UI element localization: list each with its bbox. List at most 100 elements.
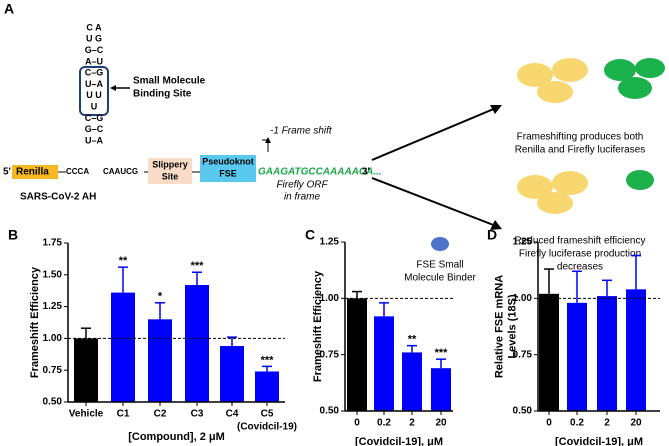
- arrowhead: [490, 220, 502, 230]
- hairpin-row: G–C: [85, 124, 104, 134]
- slippery: Slippery: [152, 159, 188, 169]
- hairpin-row: G–C: [85, 45, 104, 55]
- x-tick-label: C1: [117, 409, 130, 420]
- x-tick-label: 2: [604, 418, 610, 429]
- y-tick-label: 1.00: [43, 333, 63, 344]
- bar: [347, 298, 367, 411]
- y-tick-label: 1.00: [513, 293, 533, 304]
- outcome: Renilla and Firefly luciferases: [515, 145, 646, 156]
- panel-label: B: [8, 227, 18, 243]
- hairpin-row: U: [91, 101, 98, 111]
- x-tick-label: 2: [409, 418, 415, 429]
- hairpin-row: C A: [86, 22, 102, 32]
- significance: *: [158, 291, 163, 303]
- x-tick-label: C3: [191, 409, 204, 420]
- significance: **: [119, 255, 128, 267]
- binder: Molecule Binder: [404, 273, 476, 284]
- pseudoknot: FSE: [219, 168, 237, 178]
- arrow: [371, 177, 497, 227]
- outcome: Firefly luciferase production: [519, 249, 641, 260]
- renilla: Renilla: [16, 167, 49, 178]
- x-axis-label: [Covidcil-19], μM: [355, 436, 443, 446]
- sequence: GAAGATGCCAAAAACA...: [258, 167, 382, 178]
- y-axis-label: Frameshift Efficiency: [312, 270, 324, 382]
- hairpin-row: A–U: [85, 56, 103, 66]
- panel-a: A Small Molecule Binding Site 5' Renilla…: [3, 1, 665, 284]
- hairpin-row: U–A: [85, 79, 104, 89]
- bar: [74, 338, 98, 402]
- bar: [402, 352, 422, 411]
- bar: [185, 284, 209, 402]
- x-tick-label: 0: [354, 418, 360, 429]
- x-tick-label: 0: [546, 418, 552, 429]
- bar: [111, 292, 135, 402]
- panel-label: A: [4, 1, 14, 17]
- bar: [567, 302, 587, 411]
- bar: [626, 289, 646, 411]
- firefly: Firefly ORF: [276, 180, 328, 191]
- y-axis-label: Relative FSE mRNA: [493, 275, 505, 378]
- y-tick-label: 1.75: [43, 238, 63, 249]
- arrowhead: [110, 85, 116, 91]
- frame-shift: -1 Frame shift: [270, 126, 333, 137]
- y-tick-label: 1.25: [43, 301, 63, 312]
- y-tick-label: 0.75: [320, 349, 340, 360]
- outcome: Reduced frameshift efficiency: [515, 236, 646, 247]
- firefly: in frame: [284, 192, 321, 203]
- hairpin-row: U G: [86, 34, 102, 44]
- significance: ***: [191, 260, 205, 272]
- x-axis-label: [Covidcil-19], μM: [555, 436, 643, 446]
- hairpin-row: U U: [86, 90, 102, 100]
- panel-label: C: [305, 227, 315, 243]
- y-tick-label: 1.25: [513, 237, 533, 248]
- arrowhead: [265, 137, 271, 143]
- x-tick-label: C5: [261, 409, 274, 420]
- binding-box: [79, 66, 109, 116]
- y-tick-label: 0.50: [320, 406, 340, 417]
- x-tick-label: 0.2: [377, 418, 391, 429]
- x-tick-label: 20: [630, 418, 642, 429]
- y-tick-label: 0.50: [43, 397, 63, 408]
- luciferases-top: [517, 58, 665, 103]
- panel-label: D: [487, 227, 497, 243]
- slippery: Site: [162, 171, 179, 181]
- bar: [597, 296, 617, 411]
- bar: [539, 293, 559, 411]
- y-axis-label: Frameshift Efficiency: [29, 266, 41, 378]
- renilla-box: [12, 165, 58, 179]
- x-tick-label: 0.2: [570, 418, 584, 429]
- y-tick-label: 1.25: [320, 237, 340, 248]
- x-axis-label: [Compound], 2 μM: [128, 431, 225, 443]
- outcome: Frameshifting produces both: [517, 132, 644, 143]
- seq-left: CCCA: [66, 167, 89, 176]
- bar: [255, 371, 279, 402]
- hairpin-row: C–G: [85, 113, 104, 123]
- binding-site: Small Molecule: [133, 76, 206, 87]
- five-prime: 5': [3, 167, 11, 178]
- hairpin-row: U–A: [85, 135, 104, 145]
- bar: [220, 346, 244, 402]
- x-tick-sublabel: (Covidcil-19): [237, 422, 297, 433]
- x-tick-label: 20: [435, 418, 447, 429]
- binder-icon: [431, 237, 449, 251]
- y-tick-label: 1.00: [320, 293, 340, 304]
- seq-right: CAAUCG: [103, 167, 138, 176]
- y-tick-label: 0.75: [513, 349, 533, 360]
- slippery-box: [148, 158, 192, 184]
- outcome: decreases: [557, 262, 603, 273]
- bar: [431, 368, 451, 411]
- significance: ***: [261, 354, 275, 366]
- arrowhead: [490, 105, 502, 114]
- arrow: [371, 107, 497, 161]
- y-axis-label: Levels (18S): [506, 294, 518, 359]
- x-tick-label: Vehicle: [69, 409, 104, 420]
- bar: [148, 319, 172, 402]
- y-tick-label: 0.50: [513, 406, 533, 417]
- significance: **: [408, 334, 417, 346]
- x-tick-label: C4: [226, 409, 239, 420]
- construct: SARS-CoV-2 AH: [20, 192, 96, 203]
- sequence-end: 3': [362, 167, 370, 178]
- y-tick-label: 1.50: [43, 269, 63, 280]
- binding-site: Binding Site: [133, 89, 192, 100]
